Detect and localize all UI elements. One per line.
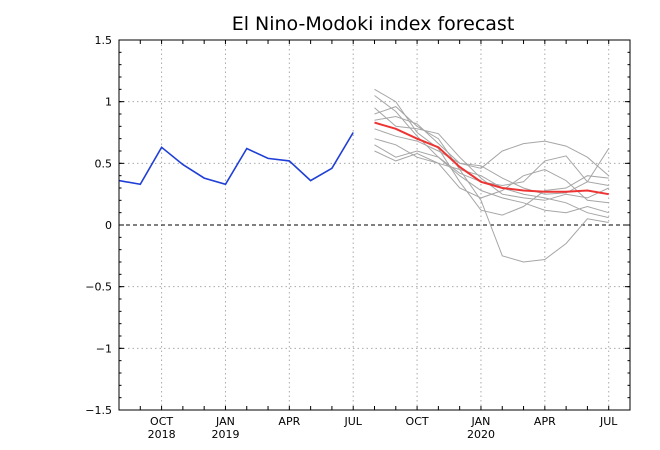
y-tick-label: −0.5 — [85, 281, 112, 294]
x-tick-label: JUL — [599, 415, 618, 428]
y-tick-label: 0 — [105, 219, 112, 232]
x-tick-label: OCT — [406, 415, 429, 428]
x-tick-year-label: 2020 — [467, 428, 495, 441]
x-tick-label: APR — [534, 415, 556, 428]
x-tick-label: OCT — [150, 415, 173, 428]
x-tick-label: JAN — [215, 415, 235, 428]
y-tick-label: −1 — [96, 342, 112, 355]
x-tick-year-label: 2018 — [148, 428, 176, 441]
y-axis: 1.5 1 0.5 0 −0.5 −1 −1.5 — [85, 34, 630, 417]
y-tick-label: 0.5 — [95, 157, 113, 170]
ensemble-mean-line — [374, 121, 609, 196]
ensemble-mean — [374, 121, 609, 196]
y-tick-label: 1 — [105, 96, 112, 109]
x-tick-year-label: 2019 — [211, 428, 239, 441]
ensemble-member-line — [374, 144, 609, 214]
observed-line — [118, 132, 354, 186]
chart-title: El Nino-Modoki index forecast — [232, 13, 515, 35]
y-tick-label: −1.5 — [85, 404, 112, 417]
ensemble-member-line — [374, 128, 610, 177]
x-tick-label: APR — [278, 415, 300, 428]
ensemble-members — [374, 88, 610, 263]
x-tick-label: JAN — [471, 415, 491, 428]
x-tick-label: JUL — [343, 415, 362, 428]
ensemble-member-line — [374, 107, 609, 201]
ensemble-member-line — [374, 88, 609, 216]
observed-series — [118, 132, 354, 186]
ensemble-member-line — [374, 150, 609, 204]
ensemble-member-line — [374, 95, 610, 187]
y-tick-label: 1.5 — [95, 34, 113, 47]
